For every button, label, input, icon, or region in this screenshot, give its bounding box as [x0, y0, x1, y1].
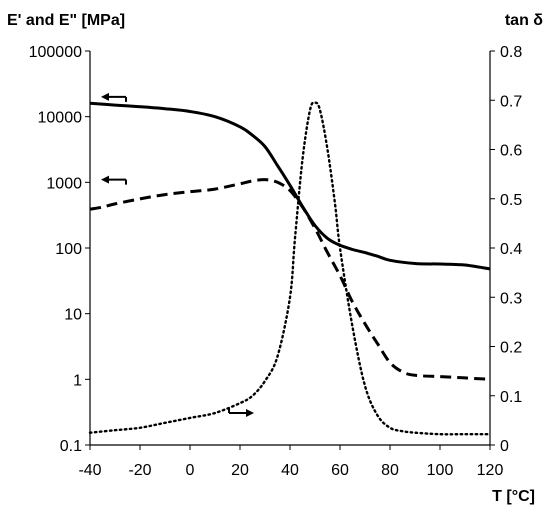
- arrow-left-icon: [101, 175, 127, 185]
- tick-marks: [85, 50, 495, 450]
- x-tick-label: 20: [231, 462, 249, 479]
- y-left-tick-label: 10: [64, 307, 82, 324]
- x-tick-label: 0: [186, 462, 195, 479]
- x-tick-label: 60: [331, 462, 349, 479]
- arrow-left-icon: [101, 92, 127, 102]
- y-left-tick-label: 0.1: [60, 438, 82, 455]
- y-right-tick-label: 0.5: [500, 192, 522, 209]
- y-left-tick-label: 100: [55, 241, 82, 258]
- y-right-tick-label: 0.7: [500, 93, 522, 110]
- data-curves: [88, 101, 492, 436]
- storage-modulus-curve: [89, 101, 491, 271]
- y-left-tick-label: 1: [73, 372, 82, 389]
- tick-labels: -40 -20 0 20 40 60 80 100 1201000001000010001001…: [29, 44, 523, 479]
- annotation-arrows: [101, 92, 254, 417]
- tan-delta-curve: [88, 101, 492, 436]
- y-right-tick-label: 0.2: [500, 340, 522, 357]
- x-tick-label: -20: [128, 462, 151, 479]
- loss-modulus-curve: [89, 178, 491, 381]
- plot-area: [89, 51, 491, 446]
- x-tick-label: -40: [78, 462, 101, 479]
- arrow-right-icon: [228, 407, 254, 417]
- y-right-tick-label: 0.4: [500, 241, 522, 258]
- left-axis-title: E' and E" [MPa]: [7, 12, 125, 29]
- x-axis-title: T [°C]: [492, 488, 535, 505]
- y-right-tick-label: 0.8: [500, 44, 522, 61]
- x-tick-label: 40: [281, 462, 299, 479]
- y-left-tick-label: 1000: [46, 175, 82, 192]
- x-tick-label: 80: [381, 462, 399, 479]
- x-tick-label: 100: [427, 462, 454, 479]
- y-left-tick-label: 100000: [29, 44, 82, 61]
- y-left-tick-label: 10000: [38, 110, 83, 127]
- y-right-tick-label: 0.6: [500, 143, 522, 160]
- y-right-tick-label: 0: [500, 438, 509, 455]
- x-tick-label: 120: [477, 462, 504, 479]
- y-right-tick-label: 0.1: [500, 389, 522, 406]
- y-right-tick-label: 0.3: [500, 290, 522, 307]
- right-axis-title: tan δ: [505, 12, 543, 29]
